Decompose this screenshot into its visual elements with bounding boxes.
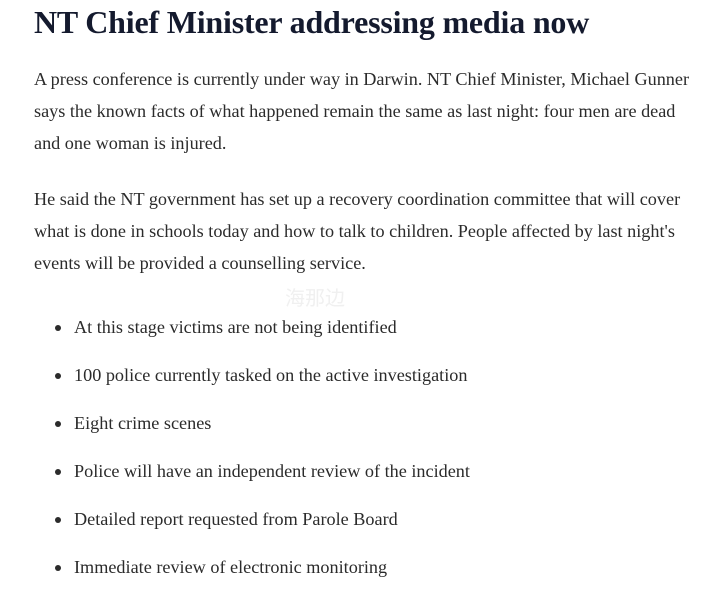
watermark: 海那边 [285,286,345,310]
bullet-list: At this stage victims are not being iden… [34,311,702,583]
list-item: 100 police currently tasked on the activ… [55,359,702,391]
list-item: Eight crime scenes [55,407,702,439]
article-paragraph: He said the NT government has set up a r… [34,189,681,273]
list-item: Police will have an independent review o… [55,455,702,487]
article-paragraph: A press conference is currently under wa… [34,69,690,153]
article: NT Chief Minister addressing media now A… [34,0,702,599]
list-item: Immediate review of electronic monitorin… [55,551,702,583]
list-item: At this stage victims are not being iden… [55,311,702,343]
article-title: NT Chief Minister addressing media now [34,4,590,40]
list-item: Detailed report requested from Parole Bo… [55,503,702,535]
